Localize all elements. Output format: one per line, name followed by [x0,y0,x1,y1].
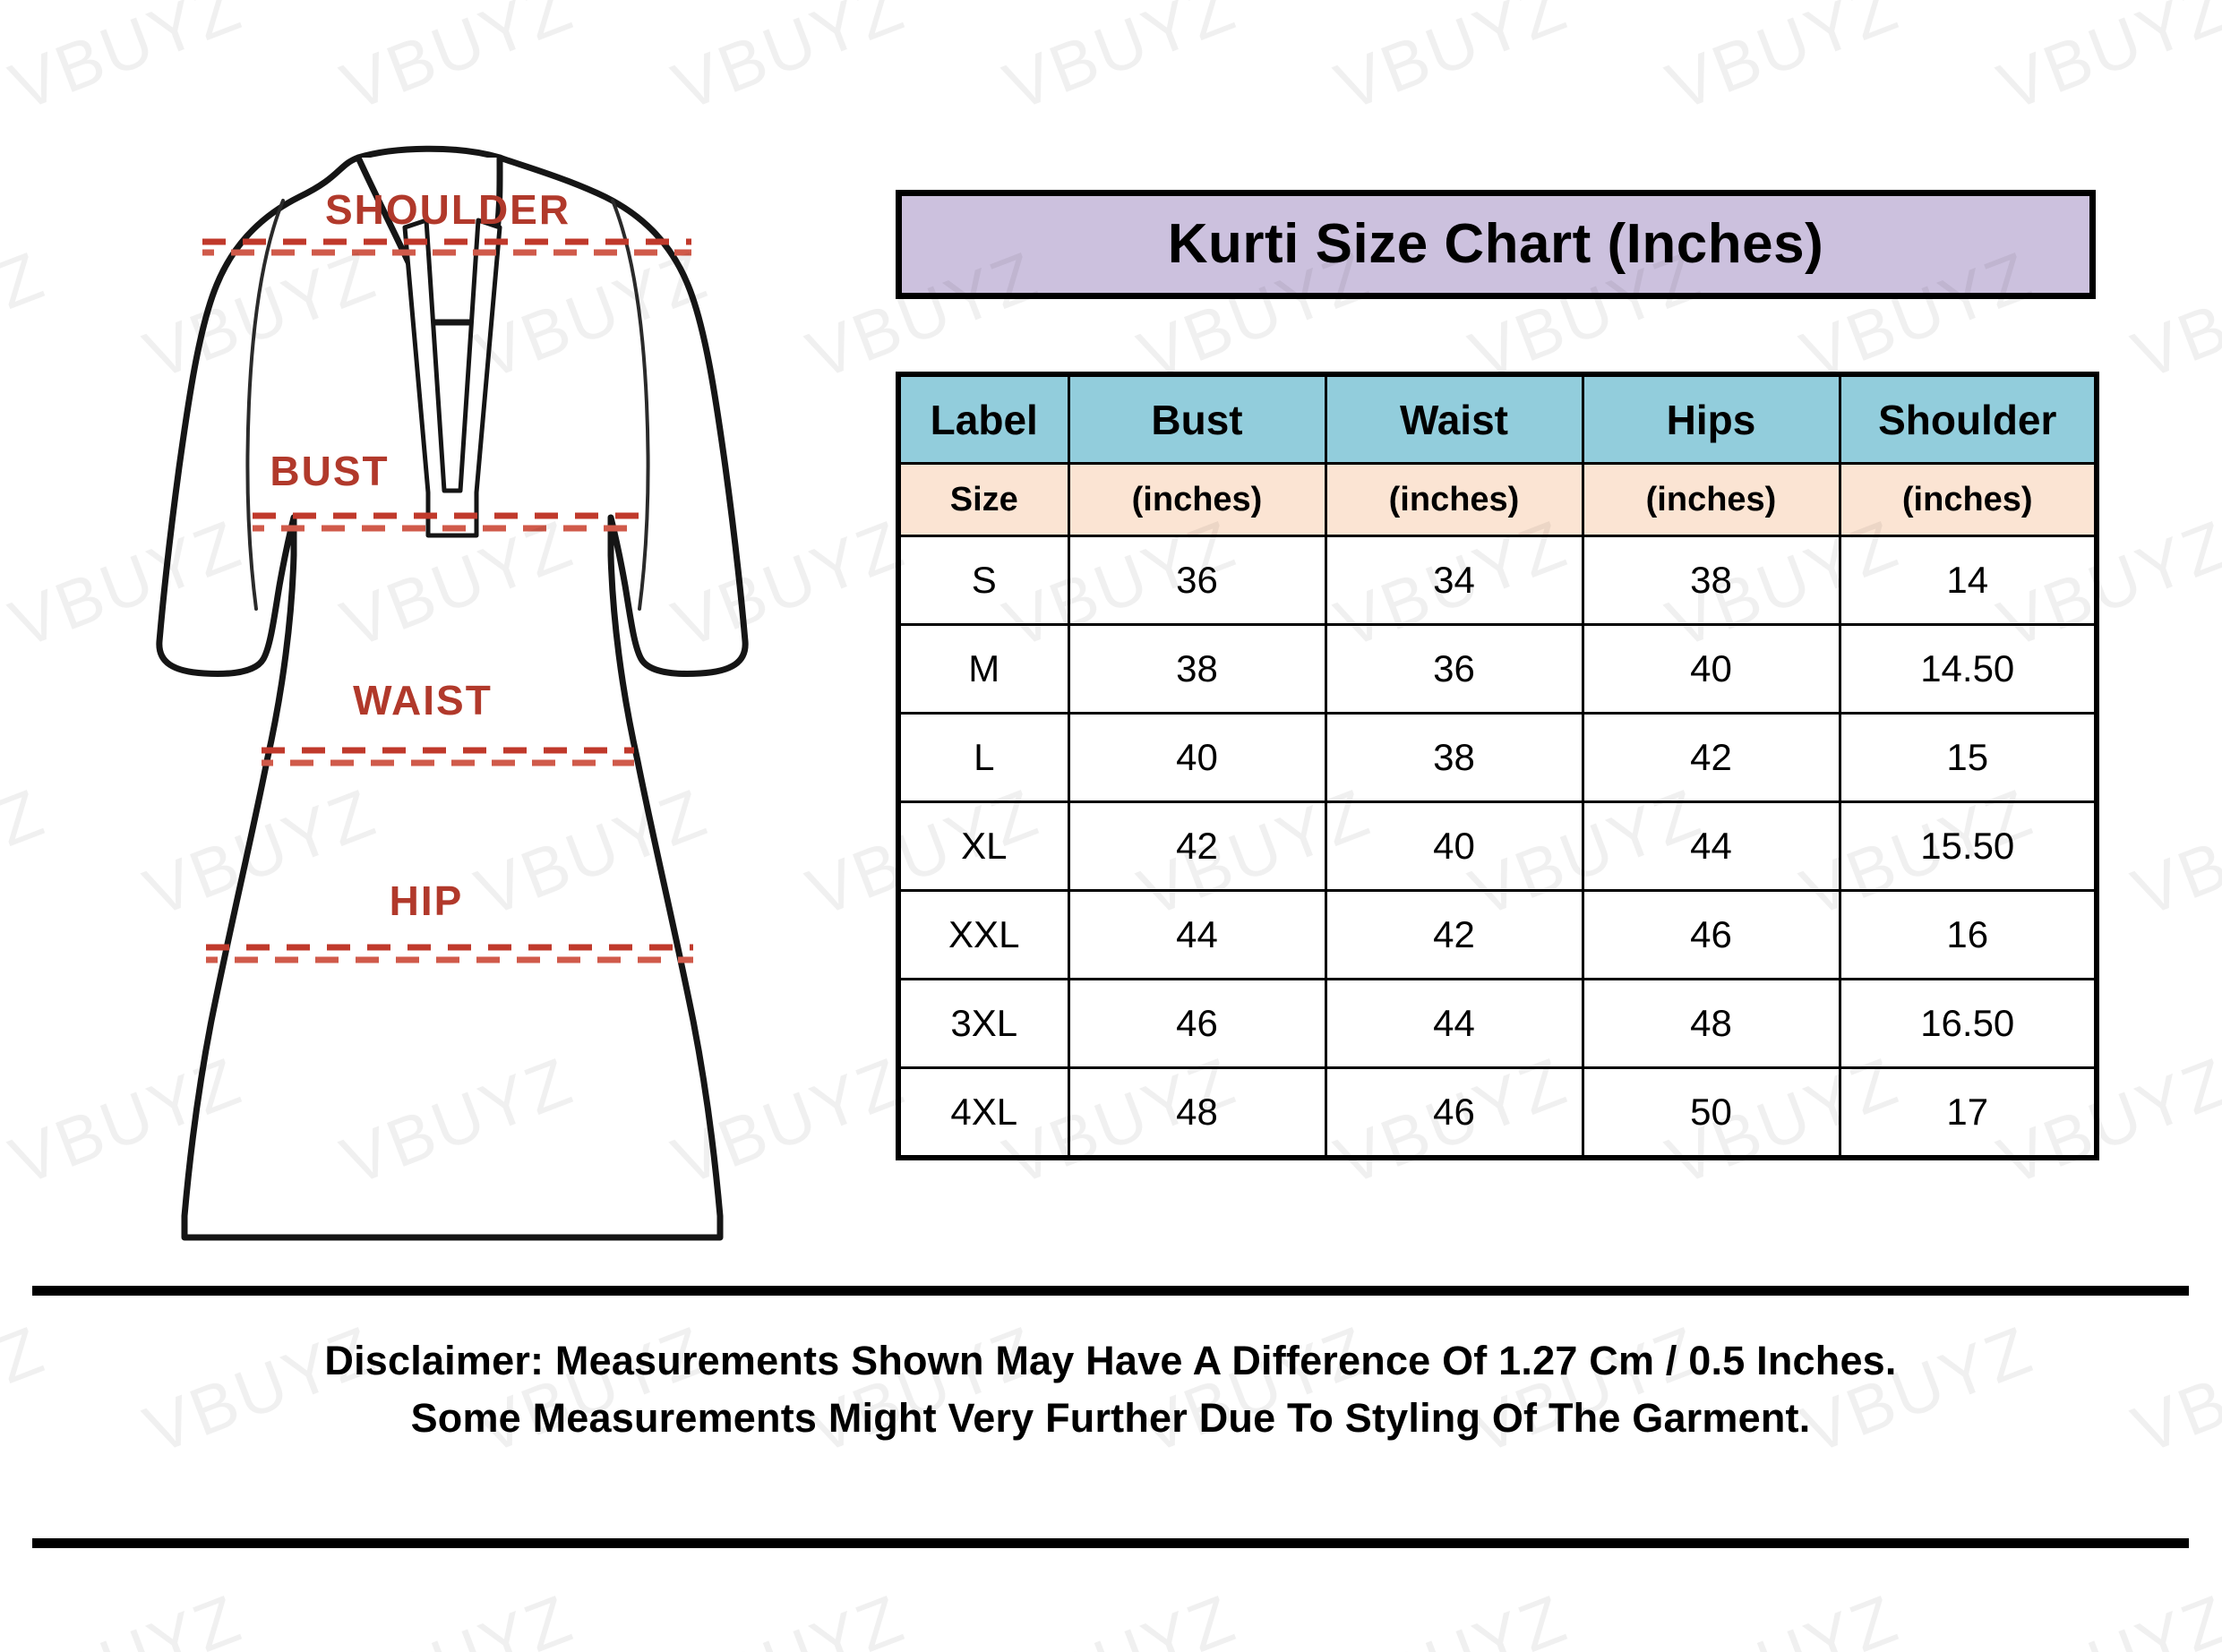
watermark-text: VBUYZ [994,1579,1247,1652]
cell-hips: 38 [1581,535,1841,626]
size-table-container: Label Bust Waist Hips Shoulder Size (inc… [896,372,2099,1160]
watermark-text: VBUYZ [0,236,56,395]
table-row: 4XL 48 46 50 17 [897,1066,2098,1160]
cell-shoulder: 15 [1838,712,2098,803]
cell-hips: 46 [1581,889,1841,980]
cell-bust: 48 [1067,1066,1327,1160]
disclaimer-block: Disclaimer: Measurements Shown May Have … [32,1332,2189,1447]
watermark-text: VBUYZ [0,1579,253,1652]
cell-size: XL [897,800,1070,892]
subheader-shoulder-unit: (inches) [1838,462,2098,537]
watermark-text: VBUYZ [2123,236,2222,395]
watermark-text: VBUYZ [1988,0,2222,126]
cell-shoulder: 15.50 [1838,800,2098,892]
cell-hips: 48 [1581,978,1841,1069]
cell-size: L [897,712,1070,803]
left-armhole-seam [245,199,285,611]
table-row: M 38 36 40 14.50 [897,623,2098,715]
disclaimer-line-1: Disclaimer: Measurements Shown May Have … [324,1338,1897,1383]
cell-bust: 42 [1067,800,1327,892]
kurti-body-outline [156,145,749,1241]
cell-bust: 46 [1067,978,1327,1069]
table-header-row-secondary: Size (inches) (inches) (inches) (inches) [897,462,2098,537]
hip-label: HIP [390,877,464,924]
cell-size: 3XL [897,978,1070,1069]
watermark-text: VBUYZ [0,774,56,932]
right-armhole-seam [611,199,650,611]
table-row: S 36 34 38 14 [897,535,2098,626]
cell-waist: 46 [1324,1066,1584,1160]
cell-size: XXL [897,889,1070,980]
table-row: L 40 38 42 15 [897,712,2098,803]
subheader-size: Size [897,462,1070,537]
shoulder-label: SHOULDER [325,186,571,233]
cell-hips: 44 [1581,800,1841,892]
cell-bust: 40 [1067,712,1327,803]
table-row: XXL 44 42 46 16 [897,889,2098,980]
table-row: 3XL 46 44 48 16.50 [897,978,2098,1069]
watermark-text: VBUYZ [1657,0,1909,126]
header-hips: Hips [1581,372,1841,465]
header-label: Label [897,372,1070,465]
table-header-row-primary: Label Bust Waist Hips Shoulder [897,372,2098,465]
cell-size: M [897,623,1070,715]
watermark-text: VBUYZ [2123,774,2222,932]
cell-shoulder: 14 [1838,535,2098,626]
cell-waist: 42 [1324,889,1584,980]
kurti-svg: SHOULDER BUST WAIST HIP [156,145,749,1241]
bust-label: BUST [270,448,389,494]
kurti-illustration: SHOULDER BUST WAIST HIP [99,134,806,1263]
chart-title: Kurti Size Chart (Inches) [1167,213,1824,275]
divider-bottom [32,1538,2189,1548]
cell-waist: 44 [1324,978,1584,1069]
cell-bust: 36 [1067,535,1327,626]
cell-size: 4XL [897,1066,1070,1160]
cell-hips: 40 [1581,623,1841,715]
size-table: Label Bust Waist Hips Shoulder Size (inc… [896,372,2099,1160]
subheader-waist-unit: (inches) [1324,462,1584,537]
cell-bust: 44 [1067,889,1327,980]
subheader-hips-unit: (inches) [1581,462,1841,537]
divider-top [32,1286,2189,1296]
cell-shoulder: 16 [1838,889,2098,980]
watermark-text: VBUYZ [1988,1579,2222,1652]
watermark-text: VBUYZ [331,1579,584,1652]
cell-hips: 50 [1581,1066,1841,1160]
cell-waist: 36 [1324,623,1584,715]
cell-shoulder: 16.50 [1838,978,2098,1069]
cell-shoulder: 14.50 [1838,623,2098,715]
watermark-text: VBUYZ [1325,1579,1578,1652]
cell-shoulder: 17 [1838,1066,2098,1160]
watermark-text: VBUYZ [1325,0,1578,126]
header-shoulder: Shoulder [1838,372,2098,465]
cell-waist: 38 [1324,712,1584,803]
chart-title-box: Kurti Size Chart (Inches) [896,190,2096,299]
table-row: XL 42 40 44 15.50 [897,800,2098,892]
cell-hips: 42 [1581,712,1841,803]
cell-size: S [897,535,1070,626]
table-body: Size (inches) (inches) (inches) (inches)… [897,462,2098,1160]
watermark-text: VBUYZ [663,0,915,126]
watermark-text: VBUYZ [994,0,1247,126]
cell-waist: 34 [1324,535,1584,626]
watermark-text: VBUYZ [1657,1579,1909,1652]
cell-waist: 40 [1324,800,1584,892]
watermark-text: VBUYZ [331,0,584,126]
watermark-text: VBUYZ [0,0,253,126]
waist-label: WAIST [353,677,493,723]
watermark-text: VBUYZ [663,1579,915,1652]
subheader-bust-unit: (inches) [1067,462,1327,537]
front-placket [402,218,502,538]
table-head: Label Bust Waist Hips Shoulder [897,372,2098,465]
header-waist: Waist [1324,372,1584,465]
disclaimer-line-2: Some Measurements Might Very Further Due… [410,1394,1811,1441]
cell-bust: 38 [1067,623,1327,715]
header-bust: Bust [1067,372,1327,465]
